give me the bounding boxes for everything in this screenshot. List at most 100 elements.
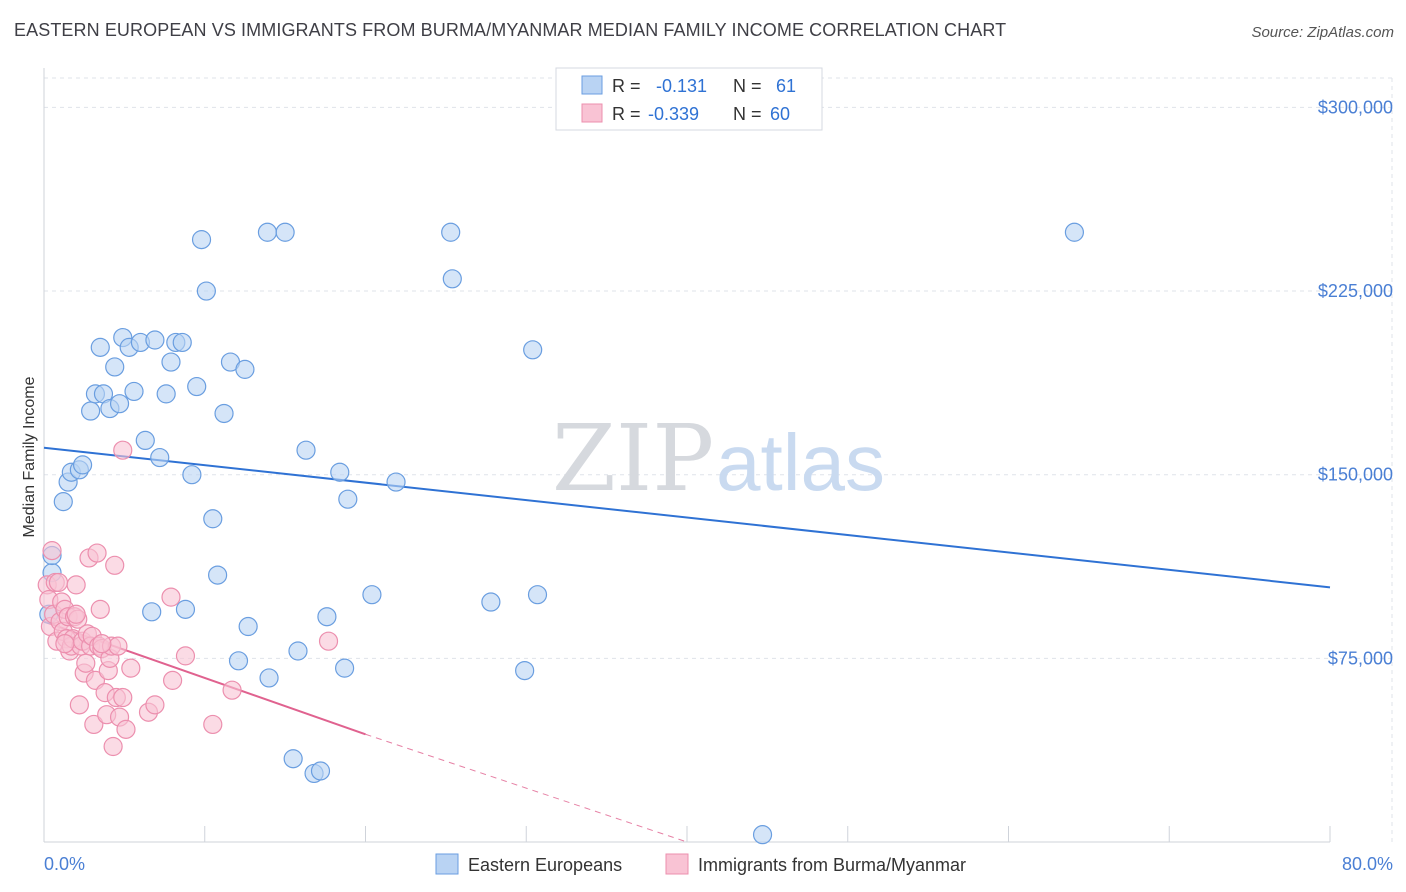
point-eastern-europeans-51 (362, 585, 382, 605)
x-tick-label-1: 80.0% (1342, 854, 1393, 874)
point-burma-59 (92, 634, 112, 654)
point-burma-45 (113, 687, 133, 708)
point-burma-43 (108, 636, 128, 656)
y-tick-labels: $75,000 $150,000 $225,000 $300,000 (1318, 97, 1393, 668)
y-tick-label-2: $225,000 (1318, 281, 1393, 301)
point-eastern-europeans-30 (191, 230, 212, 250)
point-burma-57 (66, 604, 86, 624)
point-burma-18 (66, 575, 86, 595)
point-eastern-europeans-54 (442, 269, 462, 289)
point-eastern-europeans-38 (238, 616, 258, 637)
point-burma-20 (69, 695, 89, 715)
x-tick-labels: 0.0% 80.0% (44, 854, 1393, 874)
point-burma-51 (163, 670, 183, 690)
point-eastern-europeans-3 (53, 492, 73, 512)
legend: Eastern Europeans Immigrants from Burma/… (435, 853, 966, 875)
point-eastern-europeans-14 (109, 394, 130, 414)
point-eastern-europeans-8 (81, 401, 101, 421)
point-eastern-europeans-55 (481, 592, 501, 612)
point-eastern-europeans-24 (161, 352, 181, 372)
point-eastern-europeans-58 (527, 585, 548, 605)
watermark: ZIP atlas (552, 405, 885, 512)
watermark-atlas: atlas (716, 418, 885, 507)
point-burma-50 (161, 587, 181, 607)
point-burma-33 (90, 599, 110, 619)
point-burma-31 (87, 543, 107, 563)
stats-n-label-2: N = (733, 104, 762, 124)
stats-r-value-2: -0.339 (648, 104, 699, 124)
point-burma-40 (103, 736, 123, 757)
point-eastern-europeans-36 (228, 651, 249, 671)
trend-line-eastern-europeans (43, 446, 1331, 589)
stats-n-label-1: N = (733, 76, 762, 96)
point-eastern-europeans-20 (142, 602, 162, 622)
axes (43, 68, 1331, 843)
y-tick-label-3: $300,000 (1318, 97, 1393, 117)
legend-label-burma: Immigrants from Burma/Myanmar (698, 855, 966, 875)
stats-n-value-1: 61 (776, 76, 796, 96)
point-eastern-europeans-39 (257, 222, 278, 242)
stats-r-value-1: -0.131 (656, 76, 707, 96)
point-eastern-europeans-44 (296, 440, 316, 460)
point-burma-47 (121, 658, 141, 678)
point-burma-49 (145, 695, 165, 715)
point-burma-55 (318, 631, 339, 651)
point-burma-54 (222, 680, 242, 700)
stats-r-label-2: R = (612, 104, 641, 124)
point-eastern-europeans-27 (175, 599, 196, 619)
stats-swatch-pink (581, 103, 603, 123)
stats-r-label-1: R = (612, 76, 641, 96)
x-tick-label-0: 0.0% (44, 854, 85, 874)
point-eastern-europeans-22 (150, 447, 170, 468)
point-eastern-europeans-19 (135, 430, 155, 451)
point-eastern-europeans-49 (335, 658, 355, 678)
point-eastern-europeans-28 (182, 465, 202, 485)
point-burma-3 (42, 541, 62, 561)
point-eastern-europeans-57 (523, 340, 543, 360)
stats-box: R = -0.131 N = 61 R = -0.339 N = 60 (555, 67, 823, 131)
trend-line-burma-extension (365, 733, 688, 843)
point-eastern-europeans-46 (310, 761, 331, 781)
point-burma-56 (113, 440, 133, 460)
point-eastern-europeans-23 (156, 384, 176, 404)
point-eastern-europeans-47 (317, 607, 337, 627)
point-eastern-europeans-32 (203, 509, 223, 529)
point-eastern-europeans-10 (90, 337, 110, 357)
point-burma-41 (105, 555, 125, 575)
point-burma-29 (84, 714, 104, 735)
source-label: Source: ZipAtlas.com (1251, 24, 1394, 41)
point-eastern-europeans-21 (145, 330, 165, 350)
y-tick-label-0: $75,000 (1328, 648, 1393, 668)
point-burma-53 (203, 714, 223, 735)
y-axis-label: Median Family Income (21, 376, 38, 537)
point-eastern-europeans-29 (187, 376, 207, 397)
chart-title: EASTERN EUROPEAN VS IMMIGRANTS FROM BURM… (14, 20, 1007, 40)
point-burma-7 (48, 572, 69, 593)
point-eastern-europeans-7 (72, 455, 93, 475)
point-burma-52 (175, 646, 196, 666)
point-eastern-europeans-50 (338, 489, 358, 509)
point-eastern-europeans-34 (214, 403, 234, 424)
point-eastern-europeans-42 (283, 749, 303, 769)
stats-swatch-blue (581, 75, 603, 95)
point-eastern-europeans-53 (441, 222, 461, 242)
point-eastern-europeans-31 (196, 281, 216, 301)
point-eastern-europeans-60 (1064, 222, 1085, 242)
point-eastern-europeans-52 (386, 472, 406, 492)
point-eastern-europeans-43 (288, 641, 308, 661)
watermark-zip: ZIP (552, 405, 714, 512)
point-eastern-europeans-17 (124, 381, 144, 402)
point-eastern-europeans-33 (208, 565, 228, 585)
stats-n-value-2: 60 (770, 104, 790, 124)
point-eastern-europeans-59 (752, 825, 773, 845)
point-burma-58 (55, 634, 75, 654)
data-points (37, 222, 1085, 845)
point-burma-46 (116, 719, 136, 739)
legend-swatch-eastern-europeans (435, 853, 459, 875)
point-eastern-europeans-56 (515, 660, 535, 681)
point-eastern-europeans-40 (259, 668, 279, 688)
point-burma-24 (76, 653, 96, 673)
point-eastern-europeans-26 (172, 332, 192, 353)
y-tick-label-1: $150,000 (1318, 465, 1393, 485)
